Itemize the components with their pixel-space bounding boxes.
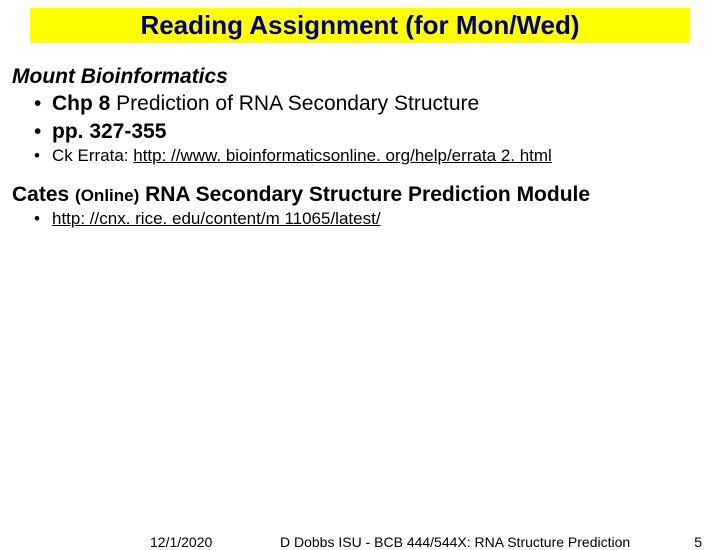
errata-link[interactable]: http: //www. bioinformaticsonline. org/h… <box>133 146 552 165</box>
section2-online: (Online) <box>75 186 139 205</box>
item-rest: Prediction of RNA Secondary Structure <box>110 92 479 115</box>
errata-prefix: Ck Errata: <box>52 146 133 165</box>
section1-list: Chp 8 Prediction of RNA Secondary Struct… <box>52 90 708 145</box>
item-bold: pp. 327-355 <box>52 120 166 143</box>
section2-rest: RNA Secondary Structure Prediction Modul… <box>139 183 590 206</box>
cnx-link[interactable]: http: //cnx. rice. edu/content/m 11065/l… <box>52 209 381 228</box>
footer-date: 12/1/2020 <box>150 534 212 550</box>
section2-sublist: http: //cnx. rice. edu/content/m 11065/l… <box>52 208 708 230</box>
item-bold: Chp 8 <box>52 92 110 115</box>
content-area: Mount Bioinformatics Chp 8 Prediction of… <box>0 43 720 230</box>
footer-page-number: 5 <box>694 534 702 550</box>
list-item: http: //cnx. rice. edu/content/m 11065/l… <box>52 208 708 230</box>
page-title: Reading Assignment (for Mon/Wed) <box>30 10 690 41</box>
section2-heading: Cates (Online) RNA Secondary Structure P… <box>12 181 708 208</box>
section1-sublist: Ck Errata: http: //www. bioinformaticson… <box>52 145 708 167</box>
list-item: pp. 327-355 <box>52 118 708 145</box>
list-item: Ck Errata: http: //www. bioinformaticson… <box>52 145 708 167</box>
section1-heading: Mount Bioinformatics <box>12 63 708 90</box>
title-bar: Reading Assignment (for Mon/Wed) <box>30 8 690 43</box>
footer-mid: D Dobbs ISU - BCB 444/544X: RNA Structur… <box>280 534 630 550</box>
section2-author: Cates <box>12 183 69 206</box>
list-item: Chp 8 Prediction of RNA Secondary Struct… <box>52 90 708 117</box>
